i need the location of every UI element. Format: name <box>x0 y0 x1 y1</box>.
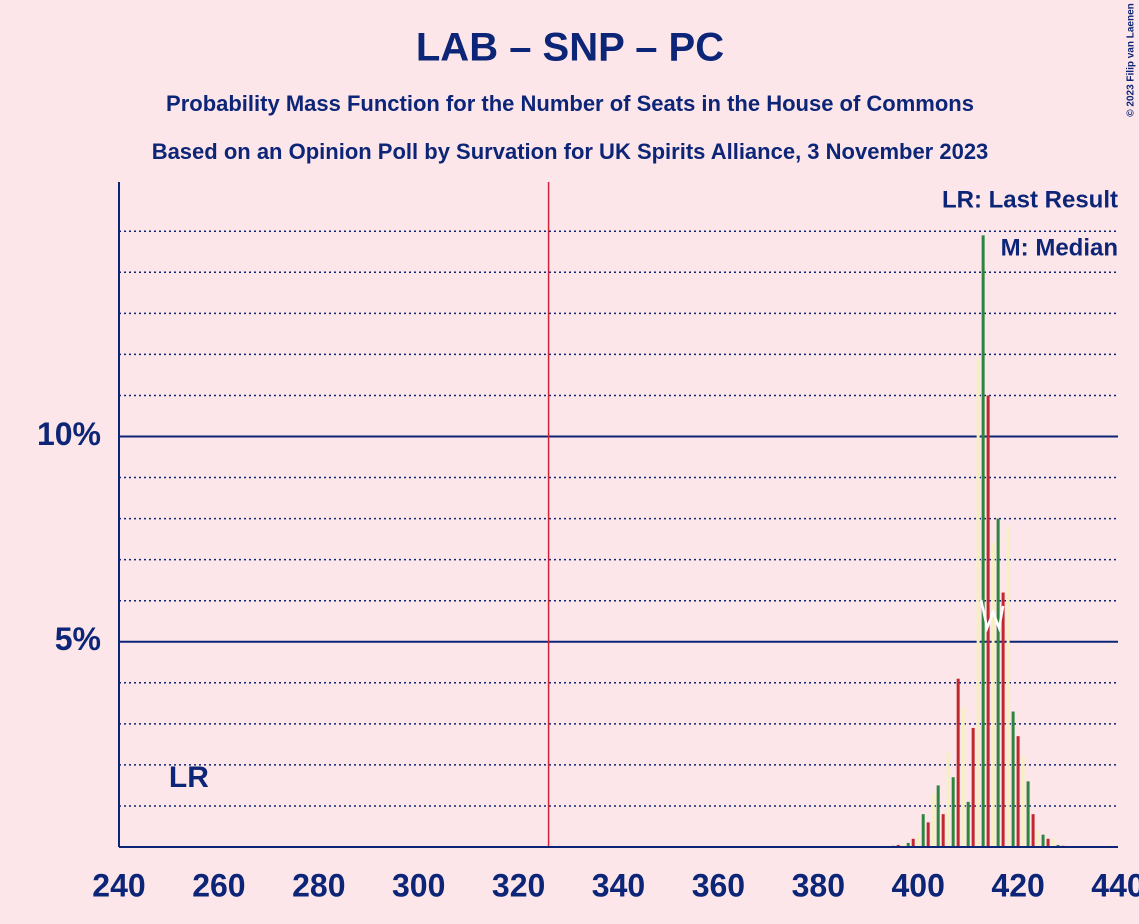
bar <box>1016 736 1020 847</box>
legend-entry: M: Median <box>1001 234 1118 261</box>
x-tick-label: 420 <box>991 867 1044 903</box>
bar <box>926 822 930 847</box>
bar <box>1031 814 1035 847</box>
bar <box>941 814 945 847</box>
x-tick-label: 400 <box>892 867 945 903</box>
bar <box>946 752 950 847</box>
bar <box>1046 838 1050 847</box>
x-tick-label: 300 <box>392 867 445 903</box>
bar <box>931 793 935 847</box>
bar <box>971 727 975 847</box>
x-tick-label: 280 <box>292 867 345 903</box>
bar <box>981 235 985 847</box>
chart-subtitle: Probability Mass Function for the Number… <box>166 91 974 116</box>
legend-entry: LR: Last Result <box>942 186 1118 213</box>
chart-subtitle: Based on an Opinion Poll by Survation fo… <box>152 139 989 164</box>
bar <box>966 801 970 847</box>
bar <box>906 842 910 847</box>
x-tick-label: 440 <box>1091 867 1139 903</box>
bar <box>1051 838 1055 847</box>
x-tick-label: 260 <box>192 867 245 903</box>
bar <box>911 838 915 847</box>
bar <box>976 358 980 847</box>
bar <box>1011 711 1015 847</box>
x-tick-label: 380 <box>792 867 845 903</box>
x-tick-label: 320 <box>492 867 545 903</box>
bar <box>1006 526 1010 847</box>
bar <box>901 844 905 847</box>
x-tick-label: 340 <box>592 867 645 903</box>
bar <box>996 518 1000 847</box>
median-marker <box>979 599 1005 633</box>
bar <box>1021 756 1025 847</box>
bar <box>896 844 900 847</box>
x-tick-label: 360 <box>692 867 745 903</box>
bar <box>951 777 955 847</box>
y-tick-label: 5% <box>55 621 101 657</box>
bar <box>1001 592 1005 847</box>
bar <box>936 785 940 847</box>
bar <box>921 814 925 847</box>
bar <box>991 543 995 847</box>
bar <box>1026 781 1030 847</box>
bar <box>1036 830 1040 847</box>
copyright: © 2023 Filip van Laenen <box>1126 3 1137 117</box>
bar <box>956 678 960 847</box>
bar <box>1041 834 1045 847</box>
bar <box>916 834 920 847</box>
y-tick-label: 10% <box>37 416 101 452</box>
bar <box>986 395 990 847</box>
bar <box>961 707 965 847</box>
bar <box>1056 844 1060 847</box>
x-tick-label: 240 <box>92 867 145 903</box>
last-result-label: LR <box>169 761 209 794</box>
chart-title: LAB – SNP – PC <box>416 26 724 70</box>
